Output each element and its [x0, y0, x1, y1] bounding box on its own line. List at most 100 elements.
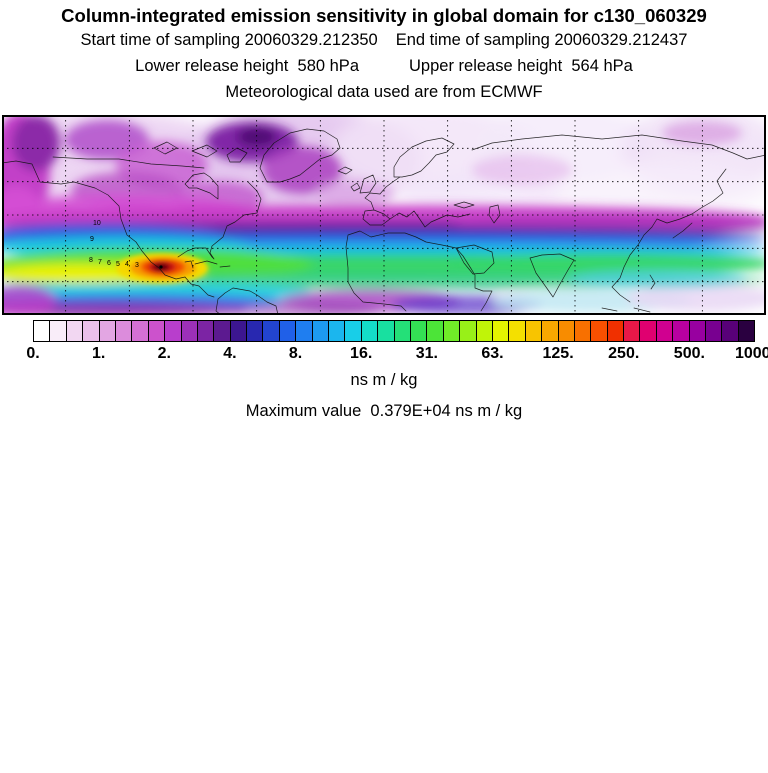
field-region [314, 180, 394, 206]
colorbar-tick-label: 63. [481, 345, 504, 362]
colorbar-cell [360, 321, 378, 341]
colorbar-cell [623, 321, 640, 341]
release-heights-line: Lower release height 580 hPa Upper relea… [0, 53, 768, 79]
field-region [2, 302, 247, 315]
field-region [627, 284, 766, 312]
colorbar-cell [393, 321, 410, 341]
colorbar-cell [377, 321, 394, 341]
colorbar-tick-label: 8. [288, 345, 303, 362]
colorbar-cell [705, 321, 722, 341]
colorbar-cell [459, 321, 476, 341]
coastline-greenland [259, 128, 353, 183]
colorbar-cell [246, 321, 263, 341]
colorbar [33, 320, 755, 342]
world-map-panel: 10 9 8 7 6 5 4 3 [1, 115, 767, 316]
coastline-europe [350, 137, 501, 228]
end-time-text: End time of sampling 20060329.212437 [395, 31, 688, 49]
spacer [378, 27, 396, 53]
colorbar-cell [98, 321, 115, 341]
colorbar-cell [426, 321, 443, 341]
colorbar-cell [344, 321, 361, 341]
trajectory-day-label: 3 [135, 262, 139, 269]
colorbar-tick-label: 31. [415, 345, 438, 362]
colorbar-tick-label: 2. [157, 345, 171, 362]
trajectory-markers: 10 9 8 7 6 5 4 3 [89, 220, 163, 269]
field-region [222, 302, 382, 315]
field-region [662, 121, 742, 145]
trajectory-day-label: 4 [125, 261, 129, 268]
colorbar-tick-label: 16. [350, 345, 373, 362]
colorbar-cell [672, 321, 689, 341]
grid-layer [2, 115, 766, 315]
colorbar-cell [131, 321, 148, 341]
colorbar-cell [180, 321, 197, 341]
world-map: 10 9 8 7 6 5 4 3 [1, 115, 767, 316]
colorbar-wrap [33, 320, 755, 342]
figure-header: Column-integrated emission sensitivity i… [0, 5, 768, 105]
trajectory-day-label: 9 [90, 236, 94, 243]
colorbar-tick-label: 0. [26, 345, 40, 362]
colorbar-cell [524, 321, 542, 341]
colorbar-cell [688, 321, 706, 341]
colorbar-cell [442, 321, 460, 341]
colorbar-cell [655, 321, 673, 341]
field-region [472, 155, 572, 185]
colorbar-cell [475, 321, 492, 341]
colorbar-cell [164, 321, 181, 341]
upper-release-text: Upper release height 564 hPa [409, 57, 633, 75]
colorbar-cell [328, 321, 345, 341]
max-value-text: Maximum value 0.379E+04 ns m / kg [245, 402, 523, 420]
colorbar-cell [196, 321, 214, 341]
colorbar-cell [213, 321, 230, 341]
colorbar-cell [721, 321, 738, 341]
colorbar-cell [606, 321, 624, 341]
colorbar-cell [65, 321, 83, 341]
figure-root: Column-integrated emission sensitivity i… [0, 5, 768, 421]
units-label: ns m / kg [350, 371, 418, 389]
colorbar-cell [147, 321, 165, 341]
coastline-asia [471, 134, 767, 313]
colorbar-cell [508, 321, 525, 341]
colorbar-cell [590, 321, 607, 341]
colorbar-cell [573, 321, 591, 341]
trajectory-day-label: 10 [93, 220, 101, 227]
field-region [452, 253, 766, 271]
start-time-text: Start time of sampling 20060329.212350 [80, 31, 378, 49]
colorbar-cell [541, 321, 558, 341]
colorbar-cell [409, 321, 427, 341]
sampling-times-line: Start time of sampling 20060329.212350 E… [0, 27, 768, 53]
trajectory-day-label: 8 [89, 257, 93, 264]
field-region [2, 285, 56, 315]
colorbar-cell [295, 321, 312, 341]
field-region [12, 115, 60, 171]
colorbar-ticks: 0. 1. 2. 4. 8. 16. 31. 63. 125. 250. 500. 1000. [26, 345, 768, 365]
colorbar-tick-label: 125. [542, 345, 574, 362]
coastline-africa [345, 230, 495, 312]
colorbar-cell [278, 321, 296, 341]
met-source-text: Meteorological data used are from ECMWF [225, 83, 543, 101]
colorbar-cell [491, 321, 509, 341]
trajectory-day-label: 7 [98, 259, 102, 266]
colorbar-cell [557, 321, 574, 341]
colorbar-tick-label: 1. [91, 345, 106, 362]
figure-title: Column-integrated emission sensitivity i… [61, 5, 707, 26]
coastlines [1, 128, 767, 316]
field-region [567, 270, 747, 288]
field-region [237, 127, 277, 147]
colorbar-cell [49, 321, 66, 341]
spacer [359, 53, 409, 79]
colorbar-cell [262, 321, 279, 341]
colorbar-tick-label: 1000. [734, 345, 768, 362]
lower-release-text: Lower release height 580 hPa [135, 57, 359, 75]
colorbar-cell [229, 321, 247, 341]
trajectory-day-label: 6 [107, 260, 111, 267]
colorbar-cell [737, 321, 755, 341]
colorbar-tick-label: 4. [223, 345, 237, 362]
trajectory-day-label: 5 [116, 261, 120, 268]
colorbar-cell [311, 321, 329, 341]
map-border [2, 115, 766, 315]
colorbar-cell [639, 321, 656, 341]
colorbar-cell [114, 321, 132, 341]
field-region [2, 266, 152, 282]
met-source-line: Meteorological data used are from ECMWF [0, 79, 768, 105]
